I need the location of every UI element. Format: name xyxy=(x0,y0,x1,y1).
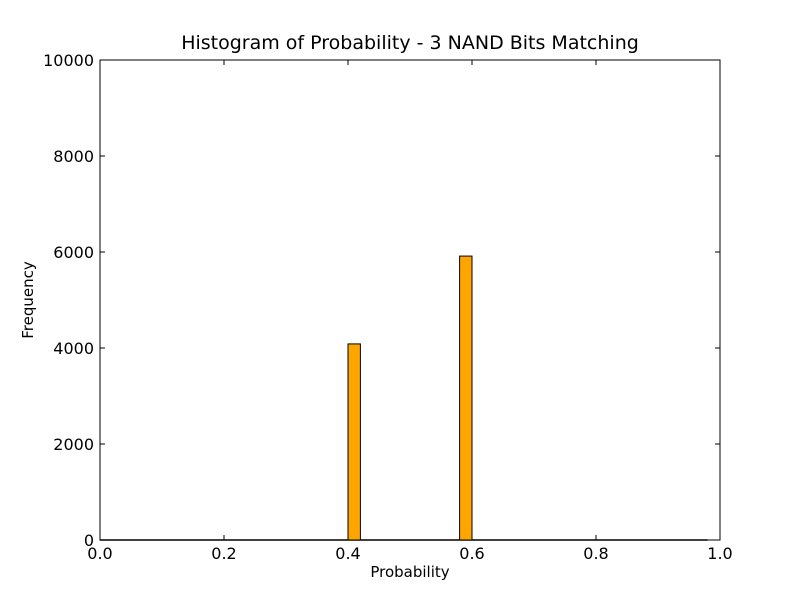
histogram-bar-0 xyxy=(347,343,361,541)
x-tick-label: 0.2 xyxy=(211,544,236,563)
x-tick-label: 0.6 xyxy=(459,544,484,563)
x-tick-label: 0.4 xyxy=(335,544,360,563)
y-axis-label: Frequency xyxy=(19,261,37,339)
histogram-bar-1 xyxy=(459,255,473,541)
y-tick-label: 10000 xyxy=(43,51,94,70)
x-tick-label: 0.0 xyxy=(87,544,112,563)
plot-area xyxy=(100,255,708,541)
y-tick-label: 8000 xyxy=(53,147,94,166)
y-tick-label: 4000 xyxy=(53,339,94,358)
y-tick-label: 0 xyxy=(84,531,94,550)
y-tick-label: 6000 xyxy=(53,243,94,262)
x-tick-label: 1.0 xyxy=(707,544,732,563)
x-axis-ticks: 0.0 0.2 0.4 0.6 0.8 1.0 xyxy=(87,60,733,563)
y-axis-ticks: 0 2000 4000 6000 8000 10000 xyxy=(43,51,720,550)
y-tick-label: 2000 xyxy=(53,435,94,454)
x-tick-label: 0.8 xyxy=(583,544,608,563)
x-axis-label: Probability xyxy=(370,563,449,581)
chart-title: Histogram of Probability - 3 NAND Bits M… xyxy=(181,32,639,54)
plot-frame xyxy=(99,59,721,541)
